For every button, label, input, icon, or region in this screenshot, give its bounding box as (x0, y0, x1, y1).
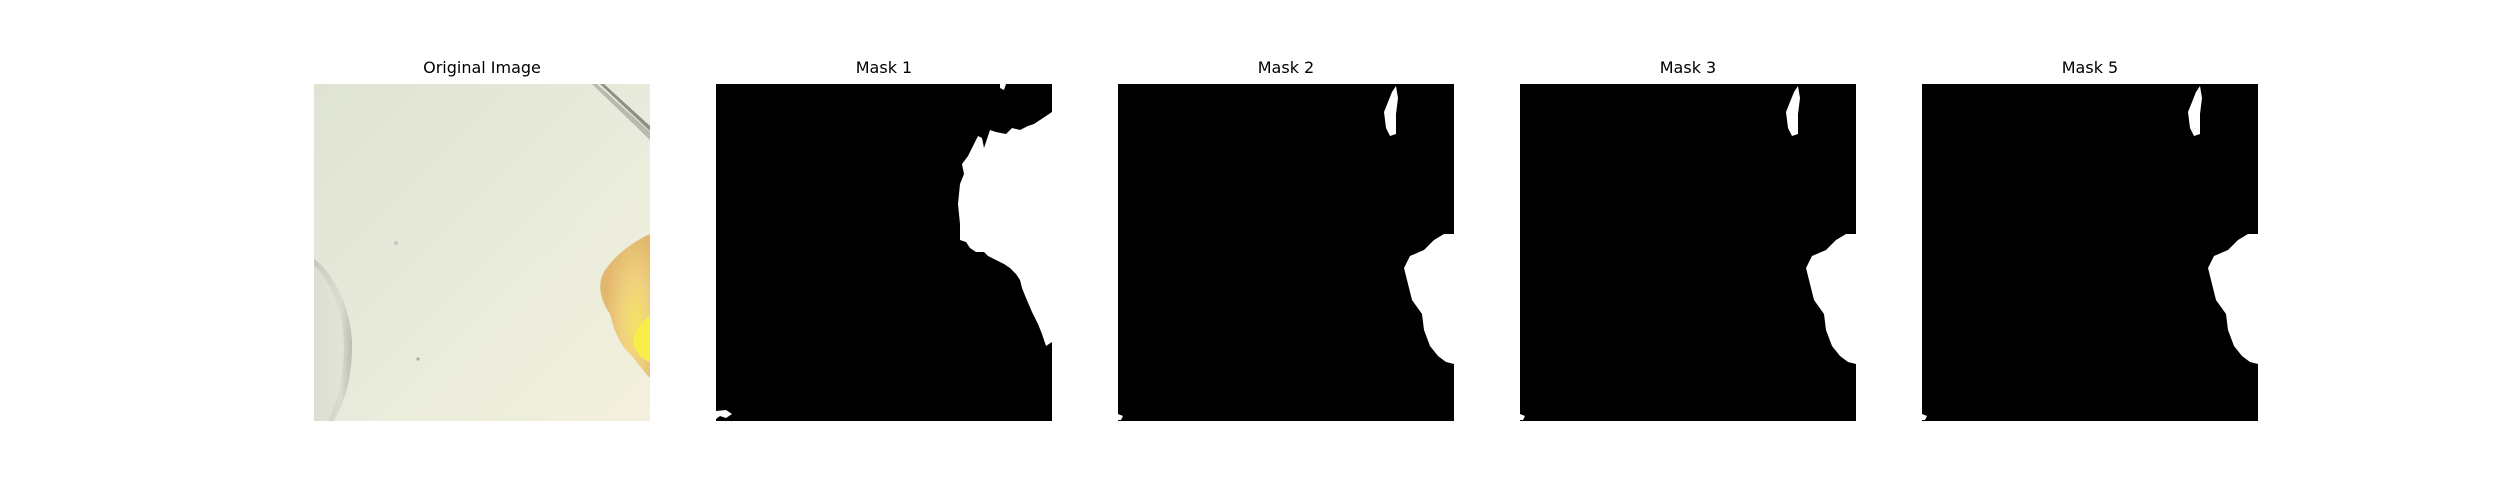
mask-region (1384, 86, 1398, 136)
mask-image (1520, 84, 1856, 421)
mask-region (1002, 250, 1028, 262)
mask-region (2188, 86, 2202, 136)
photo-background (314, 84, 650, 421)
panel-title: Original Image (423, 58, 541, 77)
mask-region (1000, 84, 1006, 90)
mask-image (1118, 84, 1454, 421)
photo-food-highlight (633, 316, 650, 362)
mask-region (1118, 414, 1123, 420)
panel-title: Mask 5 (2061, 58, 2119, 77)
mask-image (716, 84, 1052, 421)
mask-background (1922, 84, 2258, 421)
photo-speck (416, 357, 420, 361)
mask-image (1922, 84, 2258, 421)
mask-region (1008, 84, 1052, 94)
mask-background (1520, 84, 1856, 421)
mask-region (1040, 234, 1043, 237)
mask-region (1922, 414, 1927, 420)
panel-title: Mask 3 (1659, 58, 1717, 77)
mask-region (2208, 234, 2258, 364)
panel-title: Mask 1 (855, 58, 913, 77)
mask-region (1520, 414, 1525, 420)
original-image (314, 84, 650, 421)
photo-speck (394, 241, 398, 245)
panel-mask-2: Mask 2 (1118, 58, 1454, 421)
mask-region (716, 410, 732, 419)
mask-region (1404, 234, 1454, 364)
panel-mask-1: Mask 1 (716, 58, 1052, 421)
photo-rim-line-dark (600, 84, 650, 131)
mask-region (1806, 234, 1856, 364)
mask-background (1118, 84, 1454, 421)
panel-mask-5: Mask 5 (1922, 58, 2258, 421)
photo-bowl-shadow (314, 266, 344, 421)
photo-rim-line (592, 84, 650, 140)
panel-mask-3: Mask 3 (1520, 58, 1856, 421)
panel-original-image: Original Image (314, 58, 650, 421)
panel-title: Mask 2 (1257, 58, 1315, 77)
mask-region (1786, 86, 1800, 136)
mask-region (958, 84, 1052, 346)
